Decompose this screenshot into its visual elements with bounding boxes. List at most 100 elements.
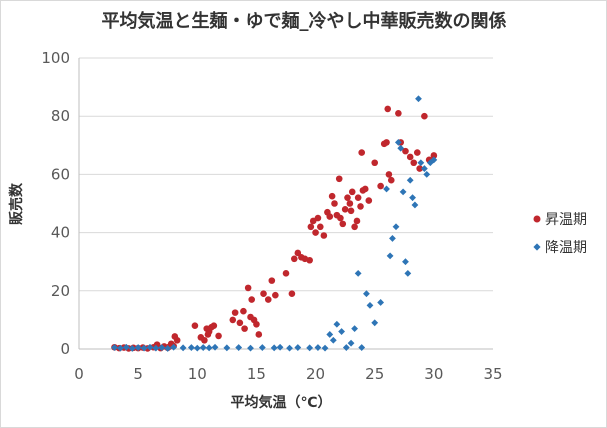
- data-point-diamond: [258, 344, 266, 351]
- data-point-diamond: [199, 344, 207, 351]
- y-tick-label: 100: [41, 49, 70, 67]
- data-point-diamond: [411, 201, 419, 209]
- data-point-circle: [385, 171, 393, 178]
- data-point-diamond: [404, 269, 412, 277]
- data-point-circle: [341, 206, 349, 213]
- data-point-diamond: [415, 95, 422, 103]
- data-point-circle: [353, 217, 361, 225]
- data-point-diamond: [402, 258, 409, 266]
- data-point-diamond: [326, 331, 334, 338]
- data-point-circle: [244, 284, 252, 292]
- data-point-diamond: [358, 344, 366, 351]
- y-tick-label: 20: [51, 282, 70, 300]
- data-point-circle: [203, 325, 211, 332]
- data-point-circle: [272, 291, 279, 299]
- data-point-circle: [307, 223, 315, 231]
- data-point-circle: [312, 229, 319, 236]
- data-point-diamond: [235, 344, 243, 351]
- data-point-diamond: [140, 344, 148, 352]
- data-point-diamond: [333, 320, 341, 328]
- data-point-diamond: [409, 194, 416, 202]
- data-point-circle: [410, 159, 418, 167]
- data-point-circle: [357, 203, 364, 210]
- data-point-circle: [365, 197, 373, 204]
- data-point-diamond: [146, 343, 154, 351]
- legend-marker: [533, 243, 541, 251]
- x-tick-label: 20: [306, 365, 325, 383]
- data-point-diamond: [158, 344, 166, 351]
- data-point-circle: [320, 232, 328, 239]
- data-point-diamond: [371, 319, 379, 327]
- data-point-circle: [416, 165, 423, 172]
- data-point-diamond: [286, 344, 293, 352]
- data-point-circle: [314, 214, 322, 222]
- data-point-diamond: [314, 344, 322, 351]
- data-point-circle: [290, 255, 298, 263]
- data-point-circle: [406, 153, 414, 161]
- data-point-circle: [231, 309, 239, 316]
- data-point-circle: [354, 194, 362, 201]
- data-point-diamond: [247, 344, 254, 352]
- data-point-diamond: [354, 269, 362, 277]
- data-point-circle: [306, 256, 313, 264]
- data-point-circle: [288, 290, 296, 298]
- data-point-circle: [384, 105, 392, 113]
- data-point-diamond: [423, 171, 431, 178]
- x-tick-labels: 0 5 10 15 20 25 30 35: [74, 365, 502, 383]
- data-point-diamond: [193, 344, 201, 352]
- data-point-circle: [201, 336, 208, 344]
- data-point-circle: [264, 296, 272, 303]
- data-point-circle: [344, 194, 351, 201]
- x-tick-label: 10: [188, 365, 207, 383]
- data-point-diamond: [377, 299, 385, 306]
- x-tick-label: 0: [74, 365, 84, 383]
- data-point-circle: [358, 149, 366, 156]
- data-point-circle: [348, 188, 356, 196]
- data-point-circle: [236, 319, 244, 327]
- data-point-circle: [413, 149, 421, 156]
- data-point-circle: [326, 213, 334, 220]
- data-point-diamond: [347, 339, 355, 347]
- data-point-circle: [361, 185, 369, 193]
- data-point-diamond: [406, 176, 414, 184]
- data-point-circle: [253, 320, 260, 328]
- data-point-diamond: [276, 343, 284, 351]
- data-point-circle: [335, 175, 343, 183]
- data-point-diamond: [179, 344, 187, 352]
- data-point-circle: [191, 322, 199, 330]
- data-point-diamond: [134, 344, 142, 351]
- chart-title: 平均気温と生麺・ゆで麺_冷やし中華販売数の関係: [102, 10, 507, 32]
- data-point-diamond: [164, 345, 172, 352]
- data-point-circle: [240, 307, 247, 315]
- y-tick-label: 0: [60, 340, 70, 358]
- data-point-diamond: [294, 344, 302, 351]
- data-point-circle: [383, 139, 390, 146]
- data-point-diamond: [205, 344, 213, 352]
- data-point-diamond: [420, 165, 428, 172]
- data-point-diamond: [342, 344, 350, 351]
- data-point-circle: [294, 249, 302, 257]
- data-point-circle: [331, 200, 338, 207]
- data-point-diamond: [417, 159, 425, 167]
- x-axis-title: 平均気温（℃）: [231, 394, 332, 411]
- x-tick-label: 15: [247, 365, 266, 383]
- data-point-circle: [215, 332, 222, 340]
- y-tick-label: 40: [51, 224, 70, 242]
- y-tick-label: 80: [51, 107, 70, 125]
- legend-label: 昇温期: [545, 212, 587, 228]
- data-point-diamond: [223, 344, 231, 352]
- data-points: [111, 95, 438, 352]
- y-tick-labels: 0 20 40 60 80 100: [41, 49, 70, 358]
- data-point-diamond: [306, 344, 314, 352]
- data-point-diamond: [122, 343, 130, 351]
- data-point-diamond: [397, 144, 405, 152]
- data-point-circle: [377, 182, 384, 190]
- legend-label: 降温期: [545, 240, 587, 256]
- data-point-diamond: [430, 156, 438, 164]
- data-point-diamond: [170, 343, 178, 351]
- data-point-diamond: [329, 336, 337, 344]
- legend-marker: [533, 215, 541, 223]
